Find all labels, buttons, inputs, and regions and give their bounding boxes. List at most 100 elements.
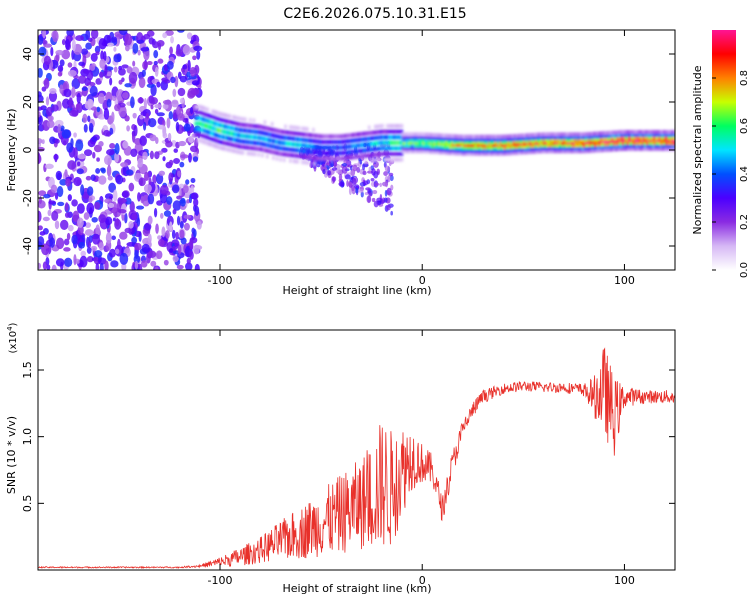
noise-blob [106,149,115,156]
noise-blob [176,264,184,270]
noise-blob [38,190,47,197]
ridge-cell [376,124,380,129]
noise-blob [103,107,110,120]
ridge-cell [270,121,274,126]
noise-blob [109,143,116,149]
plume-blob [351,186,356,195]
noise-blob [140,47,150,52]
noise-blob [137,157,144,168]
noise-blob [150,104,154,110]
noise-blob [65,178,71,187]
noise-blob [85,175,92,181]
ridge-cell [263,120,267,125]
noise-blob [135,205,145,210]
noise-blob [111,111,115,123]
noise-blob [97,257,107,265]
noise-blob [140,111,148,117]
noise-blob [179,75,188,83]
noise-blob [43,55,51,66]
noise-blob [154,108,159,115]
noise-blob [177,87,186,97]
plume-blob [313,163,317,172]
noise-blob [161,147,168,153]
noise-blob [143,200,148,207]
noise-blob [61,98,71,109]
snr-y-label: SNR (10 * v/v) [5,416,18,494]
noise-blob [160,212,164,219]
ridge-cell [233,115,236,120]
plume-blob [341,163,348,167]
spectrogram-y-label: Frequency (Hz) [5,109,18,192]
noise-blob [52,30,59,43]
noise-blob [131,236,138,244]
noise-blob [90,174,96,181]
noise-blob [172,184,180,194]
noise-blob [83,149,93,157]
noise-blob [137,192,141,202]
plume-blob [387,175,391,183]
noise-blob [106,98,112,108]
noise-blob [83,123,88,133]
noise-blob [133,254,141,264]
noise-blob [185,179,190,185]
noise-blob [64,169,68,178]
noise-blob [189,250,194,260]
noise-blob [114,152,120,163]
ridge-cell [673,146,675,151]
noise-blob [161,226,166,238]
noise-blob [193,198,199,207]
noise-blob [143,184,152,194]
noise-blob [155,250,163,260]
noise-blob [153,50,159,59]
plume-blob [368,166,372,172]
noise-blob [95,168,101,174]
noise-blob [38,35,44,45]
plume-blob [331,167,338,171]
ridge-cell [228,114,232,119]
noise-blob [107,202,115,208]
ridge-cell [364,159,367,164]
noise-blob [182,64,188,70]
ridge-cell [297,126,301,131]
ridge-cell [304,160,308,165]
noise-blob [64,202,69,212]
ridge-cell [249,151,252,156]
noise-blob [38,138,43,145]
ridge-cell [206,107,210,112]
snr-x-label: Height of straight line (km) [282,582,431,595]
noise-blob [125,169,134,176]
plume-blob [386,187,392,196]
noise-blob [109,127,114,135]
noise-blob [64,212,70,218]
ridge-cell [233,149,236,154]
noise-blob [55,258,65,267]
noise-blob [41,244,49,249]
plume-blob [353,184,360,190]
ridge-cell [673,138,675,143]
snr-x-tick-label: -100 [208,574,233,587]
ridge-cell [229,148,233,153]
noise-blob [104,198,113,204]
noise-blob [140,260,148,268]
noise-blob [145,112,150,119]
ridge-cell [370,158,373,163]
noise-blob [157,58,164,64]
noise-blob [148,250,157,258]
noise-blob [179,229,185,239]
ridge-cell [295,125,298,130]
noise-blob [166,60,174,70]
colorbar-label: Normalized spectral amplitude [691,65,704,234]
plume-blob [376,168,381,176]
noise-blob [172,255,179,263]
noise-blob [88,122,94,133]
noise-blob [126,125,130,132]
plume-blob [372,189,378,195]
plume-blob [360,191,364,198]
noise-blob [111,36,118,43]
noise-blob [119,252,129,265]
noise-blob [75,139,84,152]
noise-blob [80,250,87,257]
noise-blob [111,235,116,241]
noise-blob [90,245,98,251]
plume-blob [370,177,375,182]
